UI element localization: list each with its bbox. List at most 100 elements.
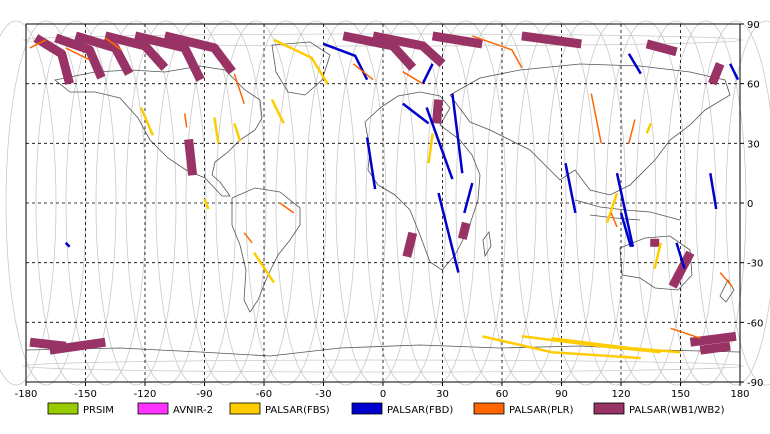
- swath-palsar-wb1-wb2: [402, 231, 418, 258]
- x-tick-label: 60: [496, 389, 509, 400]
- swath-palsar-fbd: [365, 137, 377, 190]
- swath-palsar-fbd: [728, 63, 740, 81]
- australia-outline: [619, 235, 693, 291]
- legend-swatch: [47, 402, 79, 415]
- swath-palsar-fbs: [233, 123, 242, 142]
- swath-palsar-wb1-wb2: [104, 31, 169, 71]
- swath-palsar-wb1-wb2: [372, 31, 446, 68]
- legend: PRSIM AVNIR-2 PALSAR(FBS) PALSAR(FBD) PALSAR…: [47, 402, 725, 416]
- y-tick-label: 90: [747, 20, 760, 31]
- swath-palsar-wb1-wb2: [708, 62, 725, 86]
- swath-palsar-wb1-wb2: [645, 39, 678, 57]
- swath-palsar-fbs: [653, 242, 662, 269]
- swath-palsar-fbd: [615, 172, 635, 248]
- swath-palsar-fbd: [425, 107, 454, 180]
- legend-item: PALSAR(WB1/WB2): [593, 402, 725, 416]
- swath-palsar-fbd: [709, 172, 718, 210]
- x-axis-ticks: -180 -150 -120 -90 -60 -30 0 30 60 90 120 150 180: [15, 382, 750, 400]
- swath-palsar-fbs: [270, 99, 285, 124]
- x-tick-label: -60: [256, 389, 272, 400]
- ground-track: [665, 20, 747, 386]
- swath-palsar-plr: [610, 212, 618, 228]
- swath-palsar-plr: [402, 71, 424, 85]
- legend-item: PRSIM: [47, 402, 114, 416]
- swath-palsar-fbd: [437, 192, 460, 273]
- ground-track: [695, 20, 770, 386]
- swath-palsar-fbd: [463, 182, 474, 214]
- swath-palsar-fbs: [139, 107, 155, 136]
- swath-palsar-plr: [352, 63, 374, 81]
- swath-palsar-wb1-wb2: [668, 250, 695, 289]
- swath-palsar-wb1-wb2: [33, 34, 74, 85]
- swath-palsar-plr: [279, 202, 295, 214]
- swath-palsar-fbs: [605, 192, 619, 224]
- swath-palsar-wb1-wb2: [699, 341, 731, 355]
- swath-palsar-plr: [670, 327, 701, 339]
- swath-palsar-fbd: [627, 53, 642, 75]
- swath-palsar-wb1-wb2: [49, 337, 106, 355]
- x-tick-label: -30: [315, 389, 331, 400]
- x-tick-label: -180: [15, 389, 38, 400]
- swath-palsar-fbs: [427, 133, 434, 164]
- swath-palsar-fbs: [481, 335, 641, 360]
- x-tick-label: 30: [436, 389, 449, 400]
- coverage-swaths: [29, 31, 740, 360]
- swath-palsar-fbs: [203, 198, 210, 210]
- swath-palsar-plr: [65, 47, 90, 61]
- swath-palsar-plr: [590, 93, 602, 144]
- asia-outline: [449, 63, 731, 196]
- swath-palsar-fbd: [64, 241, 71, 248]
- swath-palsar-fbd: [421, 63, 434, 85]
- swath-palsar-fbs: [273, 38, 329, 85]
- swath-palsar-wb1-wb2: [432, 99, 443, 124]
- legend-swatch: [229, 402, 261, 415]
- ground-track: [725, 20, 770, 386]
- gridlines: [26, 24, 740, 382]
- swath-palsar-wb1-wb2: [521, 31, 582, 49]
- legend-swatch: [351, 402, 383, 415]
- swath-palsar-plr: [104, 37, 122, 51]
- y-tick-label: 60: [747, 80, 760, 91]
- legend-item: PALSAR(FBD): [351, 402, 453, 416]
- swath-palsar-plr: [628, 119, 636, 144]
- swath-palsar-plr: [29, 39, 47, 49]
- swath-palsar-fbd: [619, 212, 633, 248]
- swath-palsar-wb1-wb2: [342, 31, 417, 71]
- swath-palsar-plr: [183, 113, 188, 128]
- y-tick-label: 0: [747, 199, 753, 210]
- y-axis-ticks: 90 60 30 0 -30 -60 -90: [740, 20, 763, 389]
- y-tick-label: 30: [747, 139, 760, 150]
- swath-palsar-wb1-wb2: [74, 31, 134, 76]
- x-tick-label: -120: [134, 389, 157, 400]
- swath-palsar-plr: [472, 35, 523, 69]
- swath-palsar-wb1-wb2: [184, 138, 198, 176]
- swath-palsar-wb1-wb2: [431, 31, 483, 49]
- swath-palsar-fbs: [645, 122, 652, 134]
- swath-palsar-wb1-wb2: [54, 33, 106, 80]
- y-tick-label: -60: [747, 318, 763, 329]
- swath-palsar-fbd: [564, 162, 577, 214]
- swath-palsar-wb1-wb2: [134, 31, 205, 82]
- europe-africa-outline: [364, 91, 481, 271]
- swath-palsar-fbd: [402, 102, 430, 125]
- legend-item: PALSAR(FBS): [229, 402, 330, 416]
- swath-palsar-plr: [719, 272, 733, 287]
- x-tick-label: -150: [74, 389, 97, 400]
- legend-label: PALSAR(PLR): [509, 405, 574, 416]
- y-tick-label: -90: [747, 378, 763, 389]
- y-tick-label: -30: [747, 259, 763, 270]
- swath-palsar-plr: [233, 73, 245, 104]
- swath-palsar-plr: [243, 232, 253, 244]
- x-tick-label: 150: [671, 389, 690, 400]
- x-tick-label: 90: [555, 389, 568, 400]
- legend-item: AVNIR-2: [137, 402, 213, 416]
- legend-label: PRSIM: [83, 405, 114, 416]
- swath-palsar-wb1-wb2: [689, 331, 737, 347]
- x-tick-label: -90: [196, 389, 212, 400]
- swath-palsar-wb1-wb2: [163, 31, 236, 75]
- legend-swatch: [137, 402, 169, 415]
- swath-palsar-wb1-wb2: [457, 221, 471, 240]
- legend-swatch: [473, 402, 505, 415]
